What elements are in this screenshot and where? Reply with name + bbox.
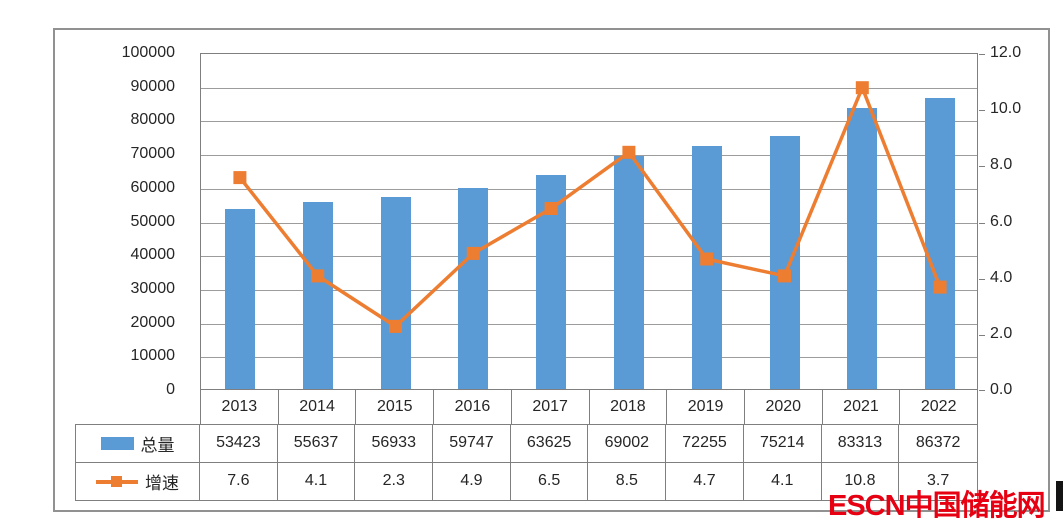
secondary-axis-tickmark — [979, 54, 985, 55]
x-axis-label-2022: 2022 — [900, 390, 979, 424]
primary-axis-tick-label: 0 — [166, 381, 175, 398]
secondary-axis-tickmark — [979, 334, 985, 336]
cell-total-2014: 55637 — [277, 425, 356, 463]
legend-label: 总量 — [140, 435, 175, 455]
bar-2015 — [380, 197, 411, 389]
line-marker-2019 — [700, 252, 714, 266]
cell-total-2017: 63625 — [510, 425, 589, 463]
secondary-axis-tick-label: 0.0 — [990, 381, 1013, 398]
secondary-axis-tick-label: 2.0 — [990, 324, 1013, 342]
primary-axis-tick-label: 40000 — [130, 246, 176, 264]
primary-axis-tick-label: 10000 — [130, 347, 176, 365]
bar-series-key-icon — [100, 436, 134, 450]
line-marker-2016 — [466, 246, 480, 260]
watermark-text: ESCN中国储能网 — [828, 490, 1046, 522]
cell-growth-2020: 4.1 — [744, 462, 822, 500]
black-edge-bar — [1056, 481, 1063, 511]
line-marker-2014 — [311, 269, 325, 283]
plot-area — [200, 53, 985, 391]
legend-total: 总量 — [76, 425, 200, 463]
cell-growth-2015: 2.3 — [355, 462, 434, 500]
secondary-axis-tick-label: 6.0 — [990, 212, 1013, 230]
line-marker-2020 — [778, 269, 791, 283]
x-axis-label-2019: 2019 — [667, 390, 745, 424]
primary-axis-tick-label: 30000 — [130, 279, 176, 297]
line-key-marker — [111, 475, 122, 487]
primary-axis-tick-label: 90000 — [130, 77, 176, 95]
line-marker-2022 — [933, 280, 947, 294]
x-axis-label-2014: 2014 — [279, 390, 357, 424]
cell-total-2016: 59747 — [433, 425, 511, 463]
cell-total-2019: 72255 — [666, 425, 744, 463]
x-axis-label-2013: 2013 — [200, 390, 279, 424]
line-marker-2015 — [389, 319, 402, 333]
bar-2022 — [925, 97, 956, 389]
secondary-axis-tickmark — [979, 278, 985, 280]
cell-growth-2021: 10.8 — [822, 462, 900, 500]
cell-growth-2016: 4.9 — [433, 462, 511, 500]
legend-label: 增速 — [145, 473, 179, 493]
line-marker-2017 — [544, 202, 558, 215]
cell-growth-2018: 8.5 — [588, 462, 667, 500]
primary-axis-tick-label: 80000 — [130, 111, 176, 129]
cell-growth-2017: 6.5 — [511, 462, 589, 500]
gridline — [201, 188, 977, 190]
gridline — [201, 155, 977, 157]
secondary-axis-tickmark — [979, 166, 985, 168]
secondary-axis-tick-label: 8.0 — [990, 156, 1013, 174]
secondary-axis-tickmark — [979, 110, 985, 112]
primary-axis-tick-label: 20000 — [130, 313, 176, 331]
primary-axis-tick-label: 100000 — [121, 44, 175, 61]
line-series-key-icon — [96, 475, 138, 488]
cell-growth-2013: 7.6 — [200, 462, 278, 500]
secondary-axis-tickmark — [979, 390, 985, 391]
primary-axis-tick-label: 60000 — [130, 178, 176, 196]
cell-total-2020: 75214 — [743, 425, 822, 463]
line-marker-2013 — [233, 171, 247, 185]
gridline — [201, 87, 977, 89]
cell-growth-2022: 3.7 — [927, 472, 950, 490]
line-series-layer — [233, 81, 947, 333]
secondary-axis-tick-label: 10.0 — [990, 100, 1022, 118]
cell-total-2013: 53423 — [200, 425, 278, 463]
line-marker-2018 — [622, 145, 636, 159]
x-axis-category-row: 2013 2014 2015 2016 2017 2018 2019 2020 2021 2022 — [200, 390, 979, 424]
secondary-axis-tickmark — [979, 222, 985, 224]
x-axis-label-2017: 2017 — [512, 390, 590, 424]
x-axis-label-2018: 2018 — [590, 390, 668, 424]
bar-2020 — [769, 135, 800, 389]
bar-2018 — [613, 156, 644, 389]
bar-2021 — [847, 108, 878, 389]
gridline — [201, 256, 977, 258]
line-marker-2021 — [855, 81, 869, 95]
chart-data-table: 总量 53423 55637 56933 59747 63625 69002 72255 752… — [75, 424, 978, 501]
x-axis-label-2016: 2016 — [434, 390, 512, 424]
x-axis-label-2015: 2015 — [356, 390, 435, 424]
cell-growth-2019: 4.7 — [666, 462, 744, 500]
primary-axis-tick-label: 50000 — [130, 212, 176, 230]
gridline — [201, 222, 977, 224]
secondary-axis-tick-label: 4.0 — [990, 268, 1013, 286]
cell-growth-2014: 4.1 — [278, 462, 356, 500]
bar-2016 — [458, 187, 489, 389]
gridline — [201, 121, 977, 123]
cell-total-2018: 69002 — [588, 425, 667, 463]
primary-axis-tick-label: 70000 — [130, 145, 176, 163]
bar-2013 — [224, 208, 255, 389]
gridline — [201, 357, 977, 359]
x-axis-label-2021: 2021 — [823, 390, 901, 424]
x-axis-label-2020: 2020 — [745, 390, 823, 424]
bar-2014 — [302, 201, 333, 389]
cell-total-2022: 86372 — [899, 425, 977, 463]
legend-growth: 增速 — [76, 462, 200, 500]
bar-2019 — [691, 145, 722, 389]
gridline — [201, 323, 977, 325]
cell-total-2015: 56933 — [355, 425, 434, 463]
growth-line — [238, 83, 942, 329]
gridline — [201, 289, 977, 291]
secondary-axis-tick-label: 12.0 — [990, 44, 1022, 61]
cell-total-2021: 83313 — [821, 425, 900, 463]
